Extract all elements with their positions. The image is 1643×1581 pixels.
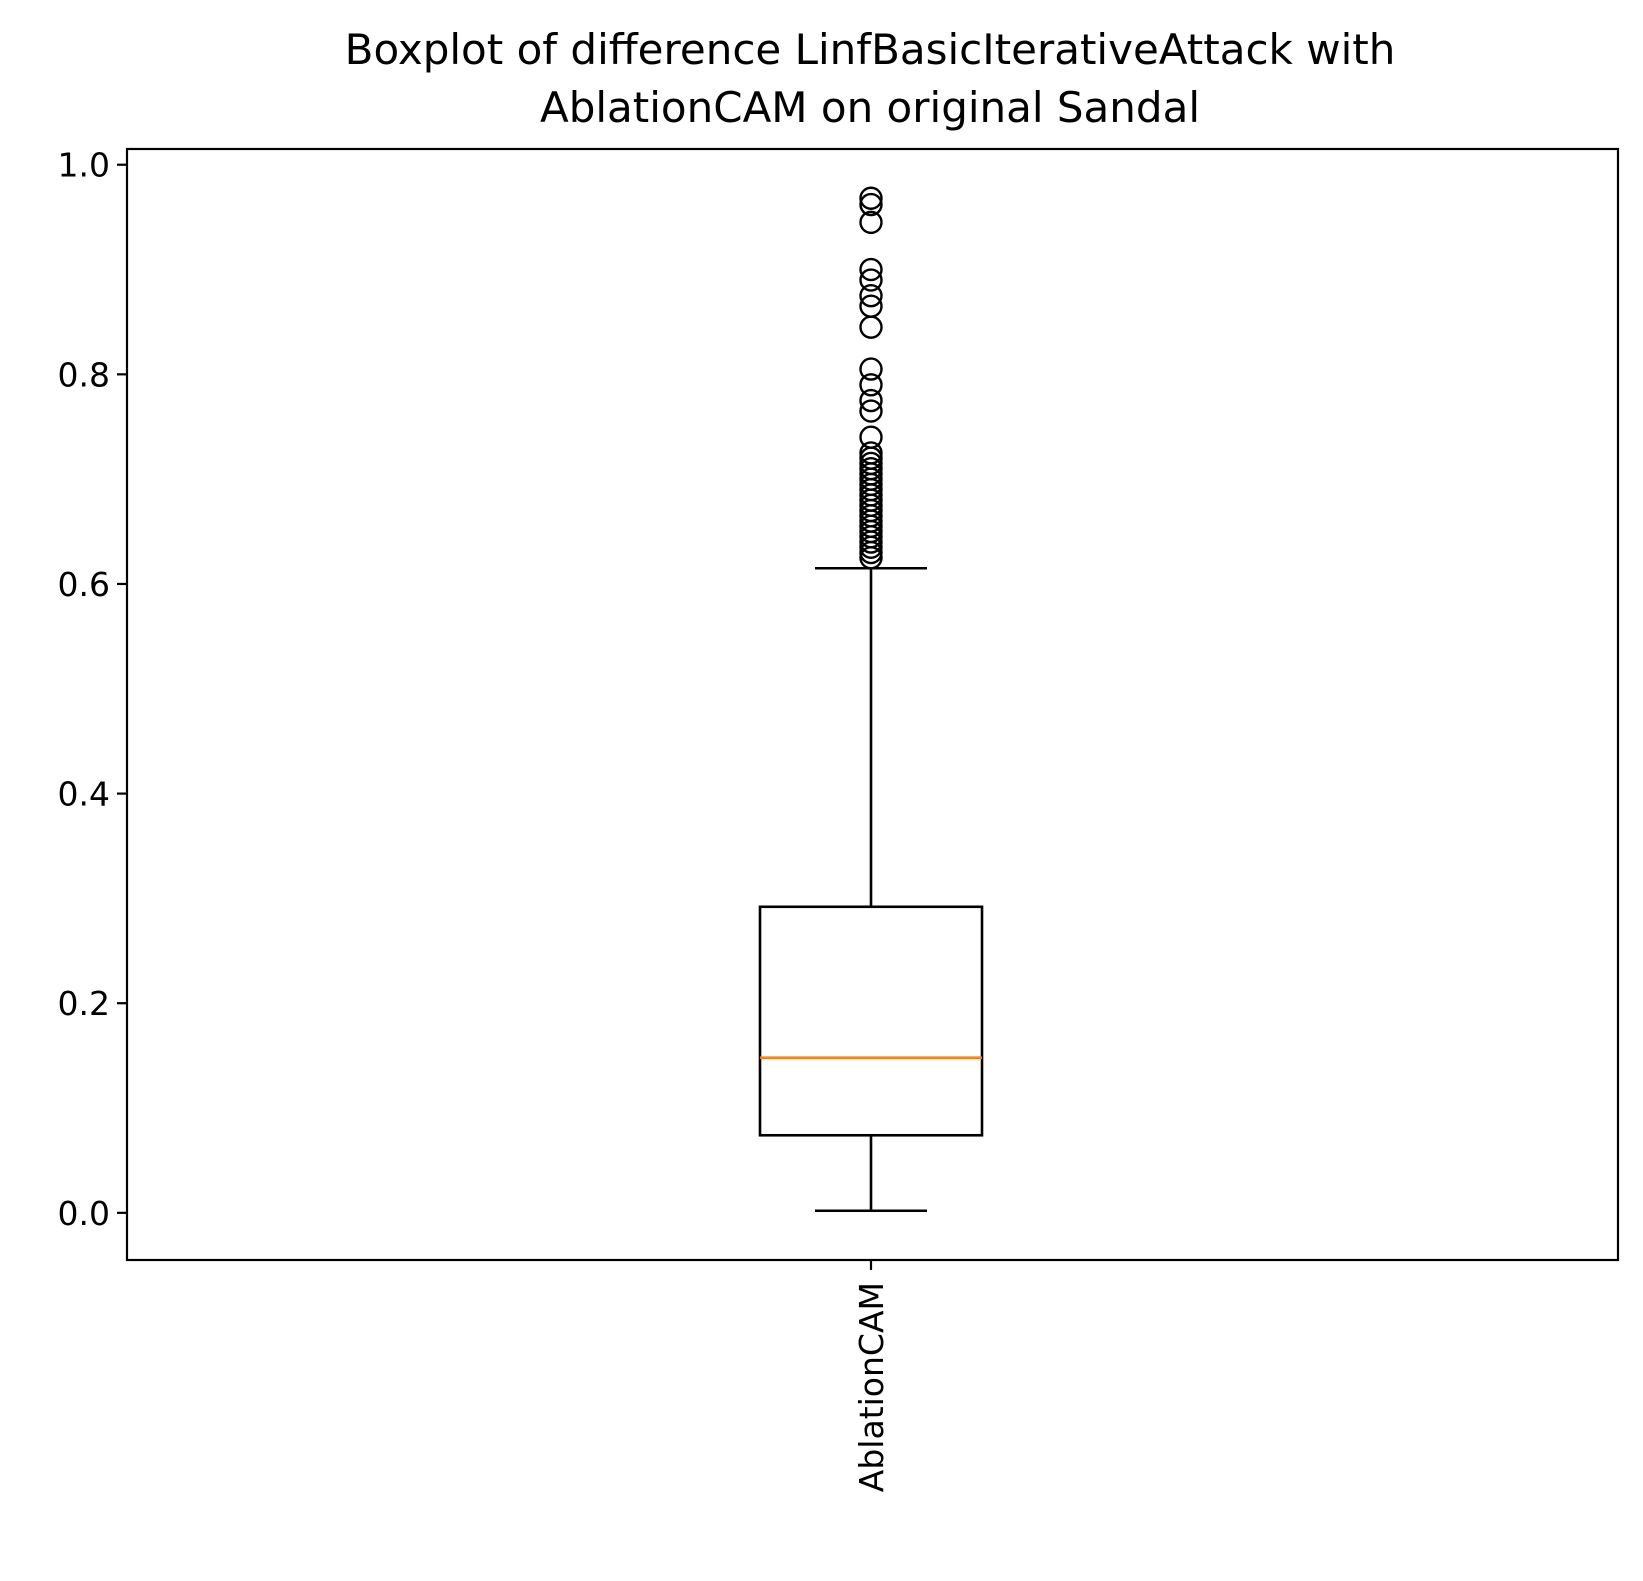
outlier-point xyxy=(859,257,883,282)
y-tick-label: 0.8 xyxy=(58,355,110,394)
outlier-point xyxy=(859,210,883,235)
outlier-point xyxy=(859,357,883,381)
y-tick-label: 0.2 xyxy=(58,984,110,1023)
outlier-point xyxy=(859,268,883,292)
y-axis: 0.0 0.2 0.4 0.6 0.8 1.0 xyxy=(58,146,127,1233)
y-tick-label: 1.0 xyxy=(58,146,110,185)
x-axis: AblationCAM xyxy=(852,1260,891,1492)
y-tick-label: 0.4 xyxy=(58,775,110,814)
outlier-point xyxy=(859,186,883,210)
outlier-point xyxy=(859,399,883,423)
outlier-point xyxy=(859,294,883,318)
box-AblationCAM xyxy=(758,186,984,1213)
plot-area xyxy=(758,186,984,1213)
outlier-point xyxy=(859,441,883,465)
outlier-point xyxy=(859,451,883,476)
chart-title: Boxplot of difference LinfBasicIterative… xyxy=(345,25,1396,132)
outlier-point xyxy=(859,284,883,308)
y-tick-label: 0.0 xyxy=(58,1194,110,1233)
outlier-point xyxy=(859,456,883,481)
outlier-point xyxy=(859,388,883,413)
chart-title-line-2: AblationCAM on original Sandal xyxy=(540,83,1200,132)
outlier-point xyxy=(859,192,883,217)
x-tick-label: AblationCAM xyxy=(852,1282,891,1492)
outlier-point xyxy=(859,425,883,449)
outlier-point xyxy=(859,373,883,397)
outlier-point xyxy=(859,315,883,339)
y-tick-label: 0.6 xyxy=(58,565,110,604)
axes-frame xyxy=(125,147,1620,1262)
chart-title-line-1: Boxplot of difference LinfBasicIterative… xyxy=(345,25,1396,74)
iqr-box xyxy=(758,905,984,1137)
